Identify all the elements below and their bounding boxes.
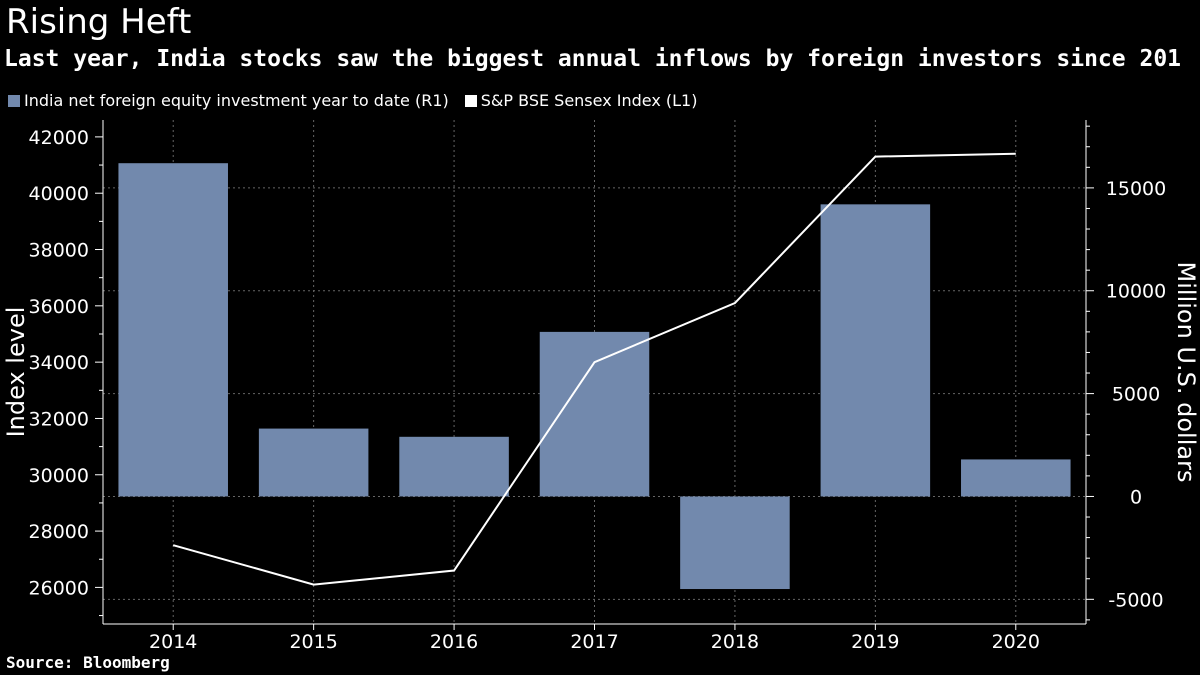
bar	[680, 496, 790, 590]
bar	[539, 331, 650, 497]
legend-label-bars: India net foreign equity investment year…	[24, 91, 449, 110]
x-axis-tick-label: 2014	[149, 631, 197, 653]
x-axis-tick-label: 2015	[289, 631, 337, 653]
left-axis-tick-label: 36000	[29, 296, 89, 318]
legend-swatch-line	[464, 94, 477, 107]
left-axis-tick-label: 34000	[29, 352, 89, 374]
legend-item-line: S&P BSE Sensex Index (L1)	[464, 91, 698, 110]
right-axis-tick-label: 15000	[1106, 178, 1166, 200]
source-note: Source: Bloomberg	[6, 653, 170, 672]
left-axis-tick-label: 32000	[29, 408, 89, 430]
right-axis-tick-label: -5000	[1108, 589, 1163, 611]
x-axis-tick-label: 2018	[711, 631, 759, 653]
right-axis-title: Million U.S. dollars	[1172, 262, 1200, 483]
right-axis-tick-label: 0	[1130, 486, 1142, 508]
bar	[820, 204, 931, 497]
bar	[399, 436, 509, 497]
left-axis-tick-label: 38000	[29, 240, 89, 262]
chart-title: Rising Heft	[6, 2, 192, 42]
left-axis-tick-label: 42000	[29, 127, 89, 149]
legend-swatch-bars	[8, 94, 20, 107]
x-axis-tick-label: 2016	[430, 631, 478, 653]
legend-item-bars: India net foreign equity investment year…	[8, 91, 449, 110]
left-axis-tick-label: 28000	[29, 521, 89, 543]
bar	[961, 459, 1071, 497]
legend-label-line: S&P BSE Sensex Index (L1)	[480, 91, 698, 110]
x-axis-tick-label: 2020	[992, 631, 1040, 653]
x-axis-tick-label: 2017	[570, 631, 618, 653]
left-axis-tick-label: 26000	[29, 577, 89, 599]
right-axis-tick-label: 10000	[1106, 281, 1166, 303]
x-axis-tick-label: 2019	[851, 631, 899, 653]
left-axis-title: Index level	[2, 307, 30, 438]
bar	[258, 428, 369, 497]
legend: India net foreign equity investment year…	[8, 91, 713, 110]
left-axis-tick-label: 30000	[29, 465, 89, 487]
bar	[118, 163, 228, 497]
right-axis-tick-label: 5000	[1112, 384, 1160, 406]
left-axis-tick-label: 40000	[29, 183, 89, 205]
chart-subtitle: Last year, India stocks saw the biggest …	[4, 46, 1182, 72]
